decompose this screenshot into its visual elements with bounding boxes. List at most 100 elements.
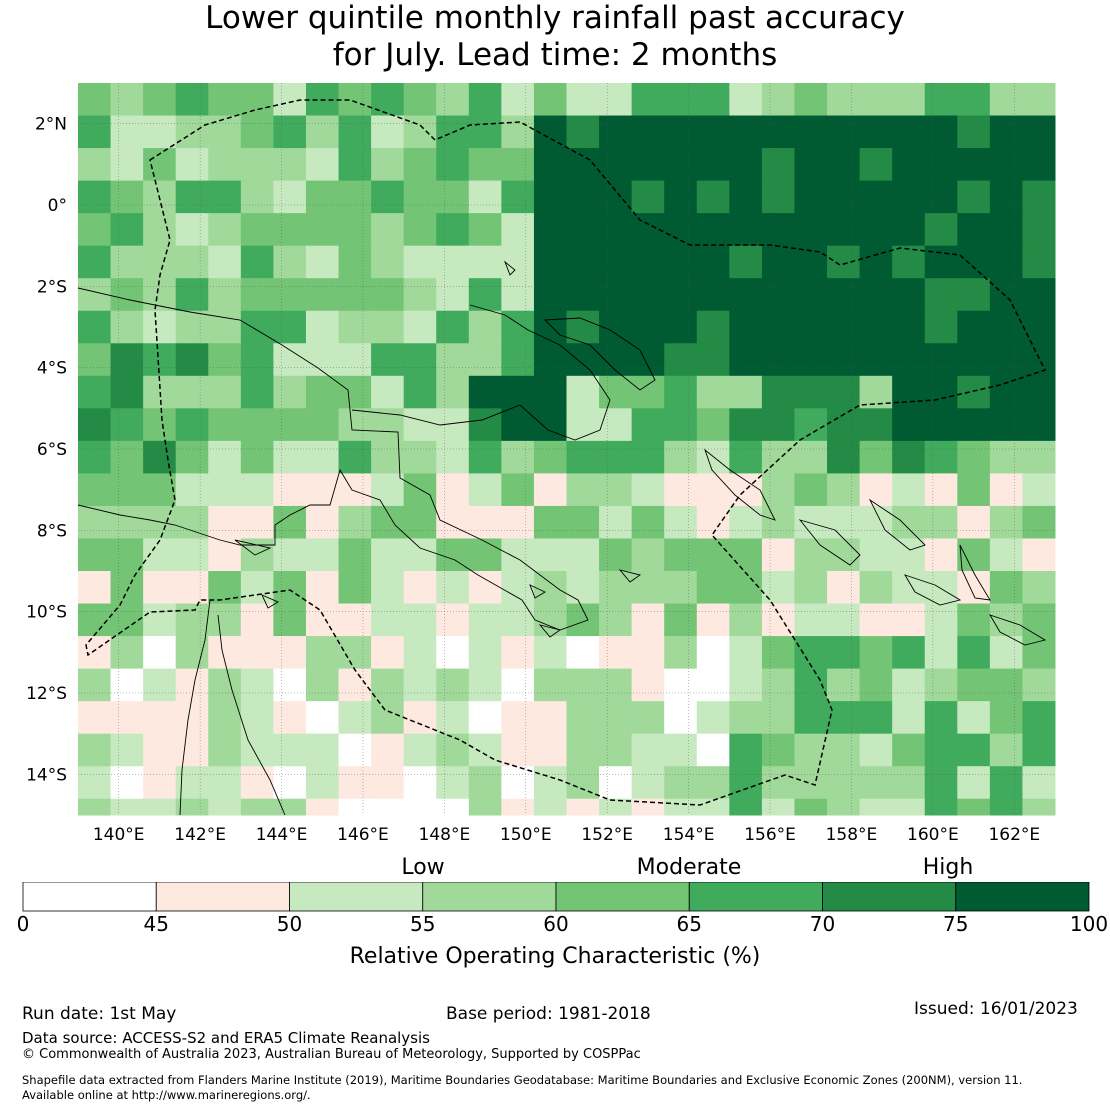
grid-cell (761, 571, 795, 605)
grid-cell (78, 83, 112, 117)
grid-cell (696, 766, 730, 800)
grid-cell (305, 213, 340, 247)
grid-cell (208, 766, 242, 800)
colorbar-tick-label: 70 (809, 912, 836, 936)
colorbar (22, 882, 1090, 912)
grid-cell (1022, 505, 1056, 539)
grid-cell (501, 440, 535, 474)
grid-cell (371, 213, 405, 247)
grid-cell (78, 245, 112, 279)
grid-cell (436, 473, 470, 507)
grid-cell (403, 245, 437, 279)
grid-cell (892, 245, 926, 279)
grid-cell (371, 148, 405, 182)
grid-cell (696, 701, 730, 735)
grid-cell (501, 798, 535, 816)
grid-cell (957, 148, 991, 182)
grid-cell (78, 603, 112, 637)
grid-cell (794, 278, 828, 312)
grid-cell (989, 343, 1023, 377)
grid-cell (957, 571, 991, 605)
grid-cell (533, 538, 567, 572)
grid-cell (305, 603, 340, 637)
grid-cell (631, 245, 665, 279)
grid-cell (78, 668, 112, 702)
grid-cell (794, 636, 828, 670)
grid-cell (631, 571, 665, 605)
grid-cell (1022, 766, 1056, 800)
grid-cell (827, 701, 861, 735)
grid-cell (631, 538, 665, 572)
grid-cell (78, 115, 112, 149)
grid-cell (924, 245, 958, 279)
grid-cell (827, 83, 861, 117)
colorbar-tick-label: 100 (1069, 912, 1109, 936)
grid-cell (143, 473, 177, 507)
grid-cell (566, 733, 600, 767)
grid-cell (143, 766, 177, 800)
grid-cell (989, 213, 1023, 247)
grid-cell (1022, 733, 1056, 767)
grid-cell (664, 473, 698, 507)
grid-cell (175, 180, 209, 214)
grid-cell (468, 115, 502, 149)
grid-cell (989, 571, 1023, 605)
grid-cell (110, 408, 144, 442)
grid-cell (892, 636, 926, 670)
grid-cell (696, 733, 730, 767)
grid-cell (208, 571, 242, 605)
grid-cell (892, 115, 926, 149)
grid-cell (599, 278, 633, 312)
grid-cell (110, 375, 144, 409)
grid-cell (664, 571, 698, 605)
grid-cell (305, 798, 340, 816)
grid-cell (989, 668, 1023, 702)
grid-cell (1022, 571, 1056, 605)
grid-cell (664, 603, 698, 637)
grid-cell (501, 636, 535, 670)
grid-cell (696, 473, 730, 507)
grid-cell (338, 375, 372, 409)
grid-cell (827, 603, 861, 637)
grid-cell (175, 245, 209, 279)
grid-cell (957, 278, 991, 312)
grid-cell (631, 701, 665, 735)
grid-cell (859, 538, 893, 572)
grid-cell (501, 115, 535, 149)
grid-cell (371, 766, 405, 800)
grid-cell (338, 505, 372, 539)
grid-cell (175, 115, 209, 149)
colorbar-segment (422, 882, 557, 912)
base-period: Base period: 1981-2018 (446, 1004, 651, 1024)
grid-cell (533, 440, 567, 474)
grid-cell (664, 733, 698, 767)
grid-cell (240, 148, 274, 182)
grid-cell (729, 83, 763, 117)
grid-cell (599, 180, 633, 214)
grid-cell (631, 343, 665, 377)
grid-cell (501, 505, 535, 539)
grid-cell (338, 571, 372, 605)
grid-cell (989, 148, 1023, 182)
grid-cell (599, 701, 633, 735)
grid-cell (794, 603, 828, 637)
grid-cell (761, 83, 795, 117)
grid-cell (892, 766, 926, 800)
grid-cell (533, 798, 567, 816)
grid-cell (859, 701, 893, 735)
grid-cell (468, 180, 502, 214)
grid-cell (631, 148, 665, 182)
grid-cell (924, 798, 958, 816)
grid-cell (533, 505, 567, 539)
grid-cell (240, 733, 274, 767)
grid-cell (501, 408, 535, 442)
grid-cell (859, 603, 893, 637)
grid-cell (273, 180, 307, 214)
grid-cell (631, 375, 665, 409)
grid-cell (1022, 408, 1056, 442)
grid-cell (338, 473, 372, 507)
grid-cell (729, 440, 763, 474)
grid-cell (989, 115, 1023, 149)
grid-cell (78, 408, 112, 442)
grid-cell (794, 115, 828, 149)
